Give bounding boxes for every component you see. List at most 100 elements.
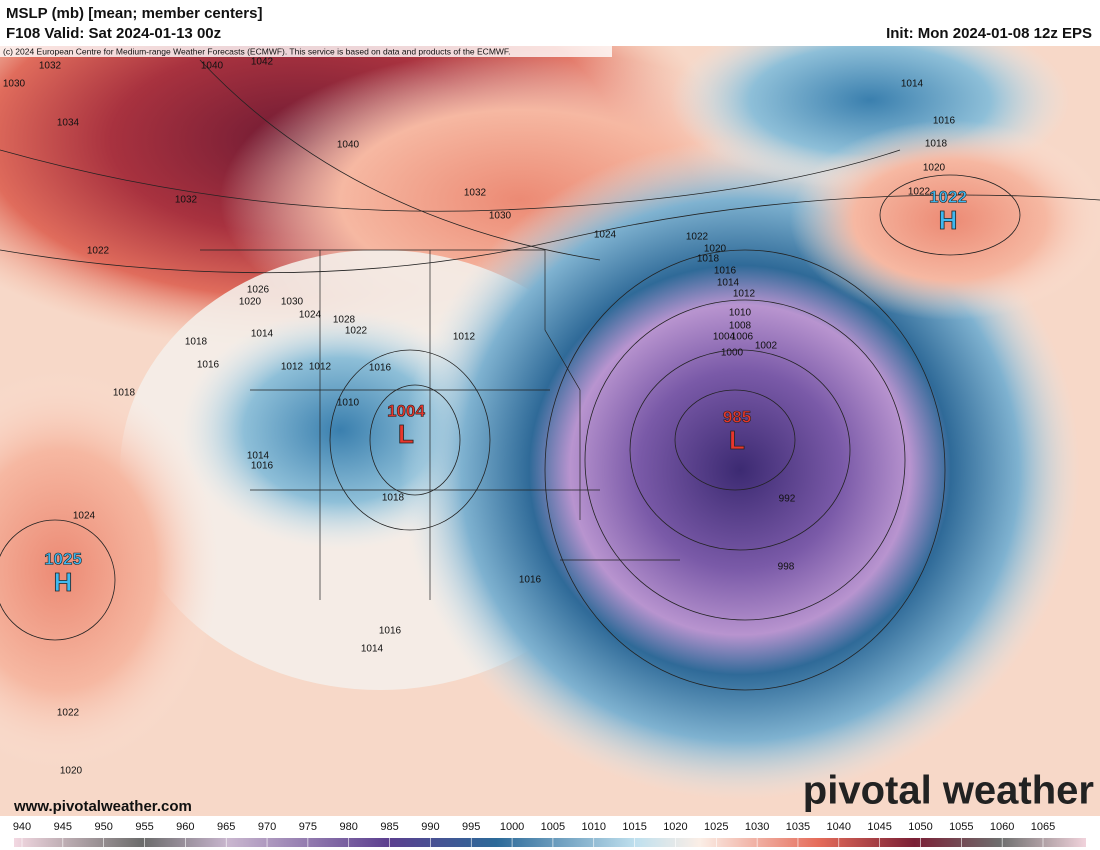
isobar-label: 1020 xyxy=(704,244,727,255)
isobar-label: 1010 xyxy=(337,398,360,409)
isobar-label: 1026 xyxy=(247,285,270,296)
isobar-label: 1014 xyxy=(361,644,384,655)
isobar-label: 1006 xyxy=(731,332,754,343)
isobars xyxy=(0,59,1100,691)
colorbar-label: 1055 xyxy=(949,821,973,833)
isobar-label: 998 xyxy=(778,562,795,573)
center-letter: H xyxy=(54,567,73,597)
isobar-label: 1018 xyxy=(382,493,405,504)
colorbar-label: 995 xyxy=(462,821,480,833)
colorbar-label: 1005 xyxy=(541,821,565,833)
isobar-label: 1022 xyxy=(87,246,110,257)
center-value: 985 xyxy=(723,407,751,426)
colorbar-label: 975 xyxy=(299,821,317,833)
isobar-label: 1016 xyxy=(369,363,392,374)
isobar-label: 1014 xyxy=(251,329,274,340)
isobar-label: 1030 xyxy=(489,211,512,222)
isobar-label: 1034 xyxy=(57,118,80,129)
isobar-label: 1024 xyxy=(299,310,322,321)
isobar-label: 1012 xyxy=(733,289,756,300)
title: MSLP (mb) [mean; member centers] xyxy=(6,5,262,22)
center-letter: L xyxy=(398,419,414,449)
colorbar-label: 1065 xyxy=(1031,821,1055,833)
high-pressure-shading xyxy=(790,120,1100,320)
isobar-label: 1016 xyxy=(714,266,737,277)
header-band xyxy=(0,0,1100,46)
colorbar-label: 1035 xyxy=(786,821,810,833)
isobar-label: 1018 xyxy=(185,337,208,348)
isobar-label: 1002 xyxy=(755,341,778,352)
isobar-label: 1022 xyxy=(57,708,80,719)
isobar-label: 1008 xyxy=(729,321,752,332)
colorbar-label: 1015 xyxy=(622,821,646,833)
isobar-label: 1018 xyxy=(113,388,136,399)
colorbar-label: 1025 xyxy=(704,821,728,833)
colorbar-label: 1010 xyxy=(582,821,606,833)
isobar-label: 1016 xyxy=(379,626,402,637)
isobar-label: 1032 xyxy=(39,61,62,72)
isobar-label: 1032 xyxy=(175,195,198,206)
isobar-label: 1032 xyxy=(464,188,487,199)
isobar-label: 1030 xyxy=(281,297,304,308)
colorbar-label: 960 xyxy=(176,821,194,833)
borders xyxy=(200,249,680,600)
isobar-label: 1022 xyxy=(686,232,709,243)
credit-band xyxy=(0,46,612,57)
isobar-label: 1016 xyxy=(197,360,220,371)
colorbar-label: 965 xyxy=(217,821,235,833)
colorbar-label: 980 xyxy=(340,821,358,833)
colorbar-label: 1000 xyxy=(500,821,524,833)
isobar-label: 1020 xyxy=(60,766,83,777)
website: www.pivotalweather.com xyxy=(13,798,192,815)
isobar-label: 1012 xyxy=(453,332,476,343)
colorbar xyxy=(14,838,1086,847)
center-letter: L xyxy=(729,425,745,455)
isobar-label: 1030 xyxy=(3,79,26,90)
colorbar-label: 1045 xyxy=(867,821,891,833)
isobar-label: 1014 xyxy=(717,278,740,289)
isobar-label: 992 xyxy=(779,494,796,505)
isobar-label: 1010 xyxy=(729,308,752,319)
isobar-label: 1018 xyxy=(925,139,948,150)
isobar-label: 1014 xyxy=(247,451,270,462)
isobar-label: 1014 xyxy=(901,79,924,90)
colorbar-label: 970 xyxy=(258,821,276,833)
isobar-label: 1018 xyxy=(697,254,720,265)
isobar-label: 1016 xyxy=(933,116,956,127)
center-value: 1022 xyxy=(929,187,967,206)
colorbar-label: 955 xyxy=(135,821,153,833)
isobar-label: 1022 xyxy=(908,187,931,198)
isobar-label: 1016 xyxy=(519,575,542,586)
colorbar-label: 945 xyxy=(54,821,72,833)
isobar-label: 1042 xyxy=(251,57,274,68)
isobar-label: 1020 xyxy=(239,297,262,308)
isobar-label: 1022 xyxy=(345,326,368,337)
colorbar-label: 1020 xyxy=(663,821,687,833)
isobar-label: 1012 xyxy=(309,362,332,373)
colorbar-label: 1030 xyxy=(745,821,769,833)
isobar-label: 1028 xyxy=(333,315,356,326)
isobar-label: 1024 xyxy=(73,511,96,522)
isobar-label: 1040 xyxy=(337,140,360,151)
credit: (c) 2024 European Centre for Medium-rang… xyxy=(3,46,511,56)
brand-watermark: pivotal weather xyxy=(803,769,1094,813)
isobar-label: 1004 xyxy=(713,332,736,343)
center-value: 1004 xyxy=(387,401,425,420)
colorbar-label: 1060 xyxy=(990,821,1014,833)
high-pressure-shading xyxy=(0,370,220,770)
isobar-label: 1024 xyxy=(594,230,617,241)
isobar-label: 1040 xyxy=(201,61,224,72)
isobar-label: 1000 xyxy=(721,348,744,359)
colorbar-label: 940 xyxy=(13,821,31,833)
center-letter: H xyxy=(939,205,958,235)
center-value: 1025 xyxy=(44,549,82,568)
colorbar-label: 985 xyxy=(380,821,398,833)
isobar-label: 1016 xyxy=(251,461,274,472)
colorbar-label: 1040 xyxy=(827,821,851,833)
colorbar-label: 990 xyxy=(421,821,439,833)
isobar-label: 1012 xyxy=(281,362,304,373)
map xyxy=(0,0,1100,816)
colorbar-label: 950 xyxy=(95,821,113,833)
